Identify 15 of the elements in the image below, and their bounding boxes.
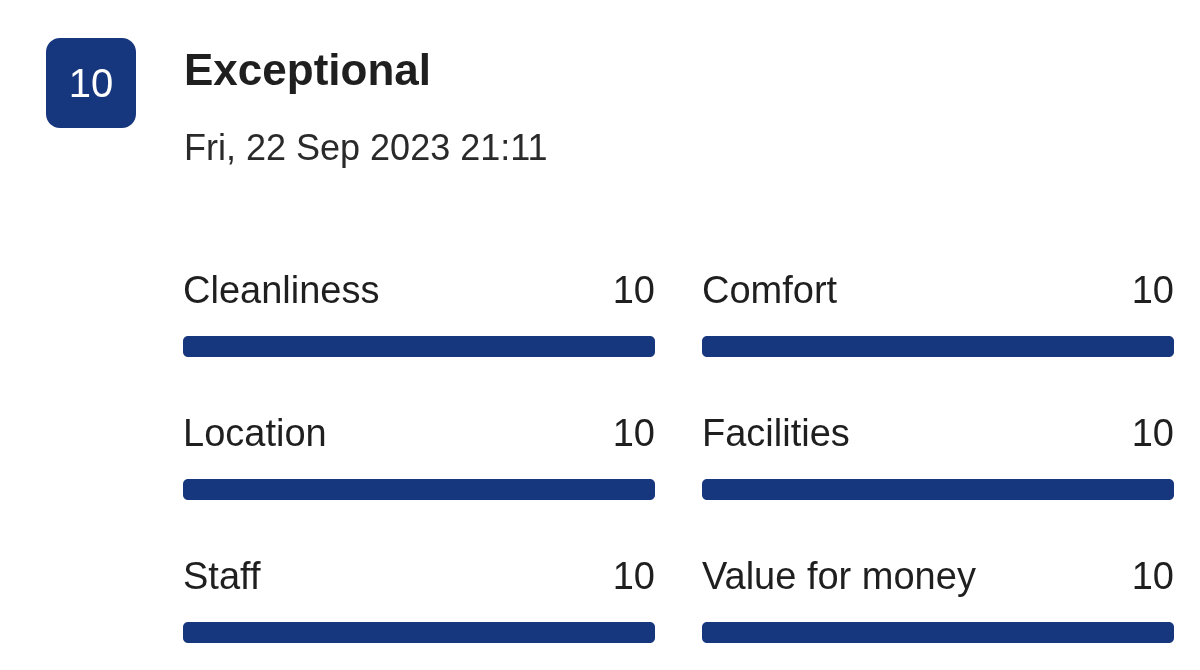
data-label: 10 (1131, 269, 1174, 311)
data-label: 10 (1131, 412, 1174, 454)
y-tick-label: Cleanliness (183, 269, 380, 311)
data-label: 10 (1131, 555, 1174, 597)
y-tick-label: Location (183, 412, 327, 454)
y-tick-label: Facilities (702, 412, 850, 454)
data-label: 10 (612, 412, 655, 454)
y-tick-label: Staff (183, 555, 261, 597)
text: 10 (68, 61, 114, 105)
chart-title: Exceptional (184, 45, 431, 94)
data-label: 10 (612, 269, 655, 311)
data-label: 10 (612, 555, 655, 597)
y-tick-label: Value for money (702, 555, 976, 597)
chart-subtitle: Fri, 22 Sep 2023 21:11 (184, 127, 548, 168)
y-tick-label: Comfort (702, 269, 838, 311)
